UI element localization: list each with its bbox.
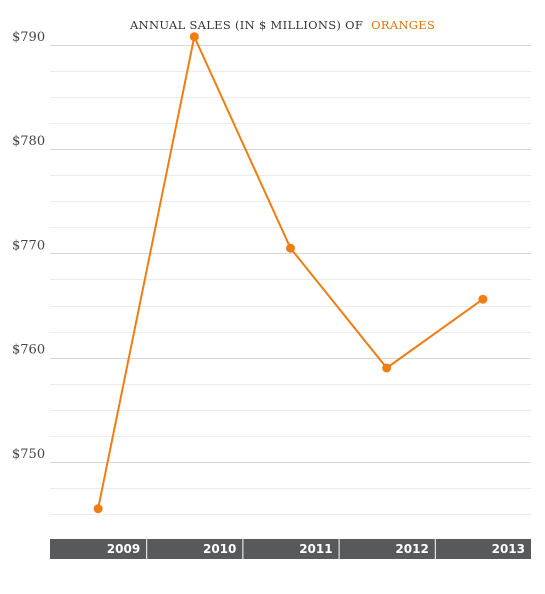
x-axis-cell: [339, 539, 435, 559]
x-tick-label: 2010: [203, 542, 236, 556]
x-axis-cell: [147, 539, 243, 559]
chart-title-highlight: ORANGES: [371, 18, 435, 32]
data-point-2011: [286, 243, 295, 253]
y-tick-label: $780: [12, 134, 45, 149]
series-line: [97, 35, 484, 509]
chart-title-prefix: ANNUAL SALES (IN $ MILLIONS) OF: [129, 18, 363, 32]
y-tick-label: $750: [12, 447, 45, 462]
y-axis-ticks: $750 $760 $770 $780 $790: [12, 30, 45, 462]
data-point-2013: [478, 294, 488, 304]
x-tick-label: 2011: [299, 542, 332, 556]
data-point-2009: [93, 504, 103, 514]
y-tick-label: $760: [12, 343, 45, 358]
chart-title: ANNUAL SALES (IN $ MILLIONS) OF ORANGES: [129, 18, 435, 32]
x-tick-label: 2012: [395, 542, 428, 556]
series-oranges: [93, 32, 488, 514]
y-tick-label: $790: [12, 30, 45, 45]
data-point-2010: [189, 32, 199, 42]
x-axis-cell: [435, 539, 531, 559]
x-tick-label: 2013: [492, 542, 525, 556]
x-axis-band: 2009 2010 2011 2012 2013: [50, 539, 531, 559]
grid-lines: [50, 45, 531, 515]
x-axis-cell: [50, 539, 147, 559]
y-tick-label: $770: [12, 238, 45, 253]
x-axis-cell: [243, 539, 339, 559]
x-tick-label: 2009: [107, 542, 140, 556]
data-point-2012: [382, 363, 392, 373]
